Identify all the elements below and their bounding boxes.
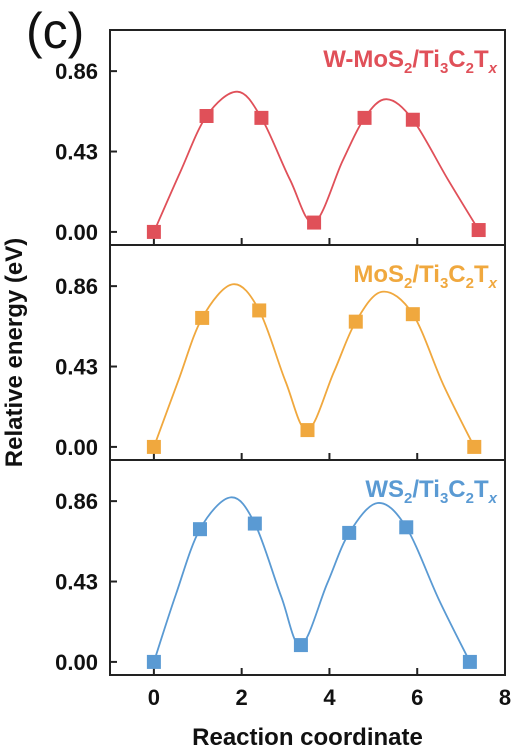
label-subscript: x [488,490,498,507]
x-tick-label: 8 [499,685,511,710]
label-subscript: 2 [466,490,474,507]
data-point [192,522,207,537]
data-point [293,638,308,653]
data-point [399,520,414,535]
label-text: C [448,476,465,503]
y-tick-label: 0.00 [55,650,98,675]
panel-2: 0.000.430.86 MoS2/Ti3C2Tx [55,244,506,461]
data-point [471,223,486,238]
label-subscript: 2 [466,275,474,292]
panel-1: 0.000.430.86 W-MoS2/Ti3C2Tx [55,29,506,246]
data-point [348,314,363,329]
y-tick-label: 0.00 [55,220,98,245]
y-tick-label: 0.86 [55,274,98,299]
series-label: MoS2/Ti3C2Tx [353,261,497,292]
series-label: WS2/Ti3C2Tx [365,476,497,507]
label-text: /Ti [412,476,440,503]
y-tick-label: 0.43 [55,355,98,380]
data-point [405,112,420,127]
label-text: W-MoS [323,46,404,73]
data-point [405,307,420,322]
x-axis-title: Reaction coordinate [192,724,423,751]
x-tick-label: 0 [148,685,160,710]
label-text: T [474,46,489,73]
label-text: T [474,476,489,503]
series-curve [153,283,476,448]
panel-frame [109,459,506,676]
data-point [342,525,357,540]
data-point [252,303,267,318]
data-point [300,423,315,438]
data-point [146,439,161,454]
label-text: C [448,261,465,288]
y-tick-label: 0.86 [55,489,98,514]
y-tick-label: 0.00 [55,435,98,460]
data-point [462,654,477,669]
label-subscript: 3 [440,60,448,77]
data-point [146,654,161,669]
label-subscript: 2 [404,60,412,77]
data-point [254,110,269,125]
label-subscript: 3 [440,490,448,507]
label-subscript: x [488,60,498,77]
y-tick-label: 0.43 [55,570,98,595]
data-point [146,224,161,239]
label-text: MoS [353,261,404,288]
data-point [357,110,372,125]
label-text: /Ti [412,46,440,73]
label-text: T [474,261,489,288]
label-subscript: 2 [466,60,474,77]
label-subscript: 2 [404,275,412,292]
label-subscript: 3 [440,275,448,292]
label-text: /Ti [412,261,440,288]
data-point [199,109,214,123]
x-tick-label: 6 [411,685,423,710]
data-point [467,439,482,454]
series-label: W-MoS2/Ti3C2Tx [323,46,497,77]
label-text: C [448,46,465,73]
label-subscript: 2 [404,490,412,507]
data-point [247,516,262,531]
label-subscript: x [488,275,498,292]
y-axis-title: Relative energy (eV) [1,238,28,467]
data-point [307,215,322,230]
x-tick-label: 4 [323,685,336,710]
label-text: WS [365,476,404,503]
y-tick-label: 0.43 [55,140,98,165]
panel-letter: (c) [26,3,84,59]
data-point [195,310,210,325]
series-curve [153,496,471,663]
y-tick-label: 0.86 [55,59,98,84]
x-tick-label: 2 [236,685,248,710]
